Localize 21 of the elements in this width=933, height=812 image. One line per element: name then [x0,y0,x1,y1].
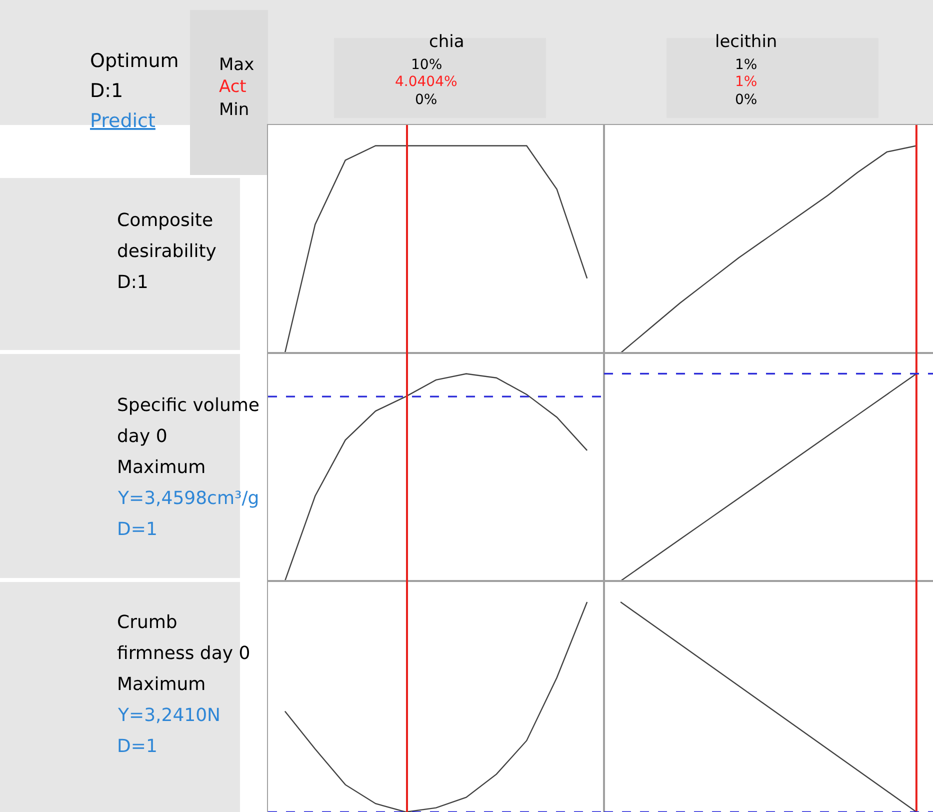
text: 10% [411,57,442,73]
text: Max [219,55,254,75]
text: Optimum [90,50,179,72]
text: 0% [415,92,438,108]
y-axis-title: Specific volume day 0 Maximum [117,395,260,478]
text: 4.0404% [395,74,458,90]
text: D=1 [117,736,158,757]
text: 0% [735,92,758,108]
text: Y=3,4598cm³/g [117,488,260,509]
text: Min [219,100,250,120]
y-axis-title: Crumb firmness day 0 Maximum [117,612,250,695]
text: Predict [90,110,156,132]
y-axis-title: Composite desirability D:1 [117,210,217,293]
text: D=1 [117,519,158,540]
text: Y=3,2410N [117,705,221,726]
text: 1% [735,57,758,73]
chart-title: lecithin [715,32,778,52]
text: 1% [735,74,758,90]
text: Act [219,77,247,97]
text: D:1 [90,80,124,102]
chart-title: chia [429,32,464,52]
